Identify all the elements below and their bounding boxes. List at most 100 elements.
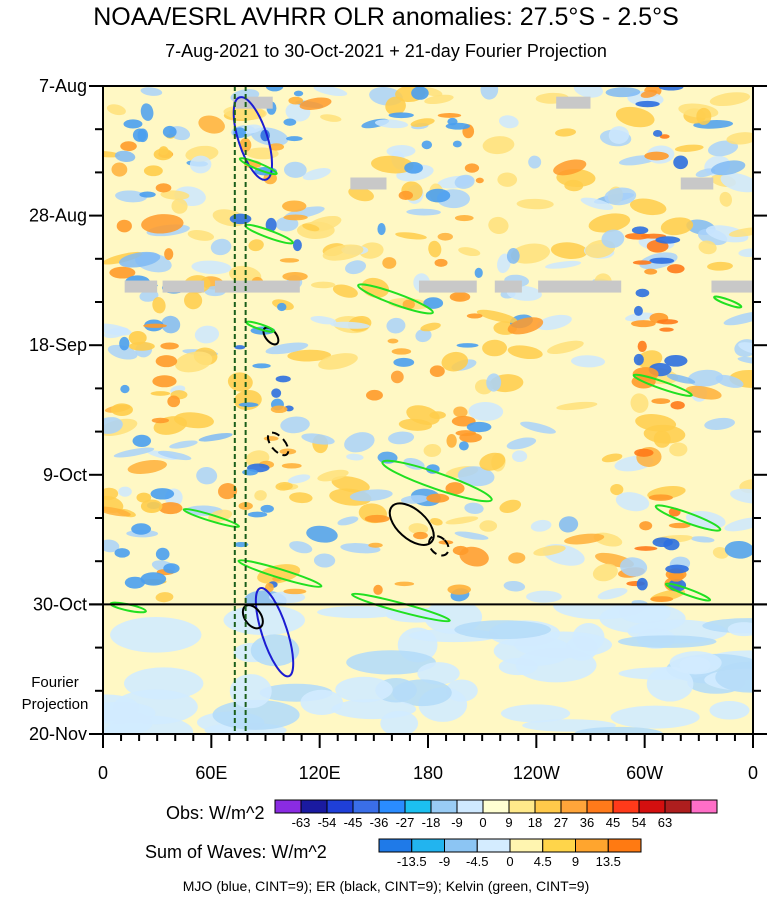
waves-colorbar-title: Sum of Waves: W/m^2 bbox=[145, 842, 327, 862]
field-patch bbox=[374, 119, 409, 129]
x-tick-label: 180 bbox=[413, 763, 443, 783]
field-patch bbox=[398, 418, 433, 431]
field-patch bbox=[503, 580, 526, 592]
x-tick-label: 120W bbox=[513, 763, 560, 783]
field-patch bbox=[615, 106, 655, 128]
field-streak bbox=[425, 188, 451, 203]
projection-patch bbox=[380, 710, 419, 734]
field-streak bbox=[668, 522, 691, 529]
field-streak bbox=[143, 165, 163, 177]
field-patch bbox=[428, 240, 442, 258]
fourier-projection-label: Fourier Projection bbox=[21, 674, 89, 713]
field-patch bbox=[482, 136, 515, 155]
field-patch bbox=[196, 467, 218, 485]
field-patch bbox=[114, 150, 136, 162]
field-patch bbox=[198, 115, 225, 134]
field-patch bbox=[564, 533, 605, 545]
missing-data-bar bbox=[711, 280, 753, 293]
obs-colorbar-label: -45 bbox=[344, 815, 363, 830]
field-patch bbox=[187, 230, 215, 241]
x-tick-label: 120E bbox=[299, 763, 341, 783]
projection-patch bbox=[103, 694, 140, 722]
axes: 7-Aug 28-Aug 18-Sep 9-Oct 30-Oct 20-Nov 0 60E 12… bbox=[29, 76, 767, 783]
field-patch bbox=[337, 516, 359, 526]
field-patch bbox=[476, 309, 518, 323]
field-patch bbox=[610, 483, 624, 496]
field-patch bbox=[254, 490, 267, 501]
field-patch bbox=[608, 126, 630, 144]
obs-colorbar-swatch bbox=[534, 799, 562, 814]
field-streak bbox=[283, 214, 308, 221]
field-patch bbox=[103, 327, 129, 339]
field-patch bbox=[310, 281, 336, 289]
y-tick-label: 18-Sep bbox=[29, 335, 87, 355]
field-streak bbox=[120, 384, 130, 394]
field-patch bbox=[390, 370, 404, 384]
field-streak bbox=[634, 546, 658, 551]
field-patch bbox=[169, 440, 198, 449]
field-patch bbox=[191, 260, 232, 275]
missing-data-bar bbox=[233, 96, 273, 109]
field-streak bbox=[158, 146, 169, 156]
field-streak bbox=[404, 161, 423, 174]
field-patch bbox=[344, 260, 367, 275]
kelvin-contour bbox=[654, 504, 722, 532]
field-streak bbox=[155, 183, 172, 193]
waves-colorbar-swatch bbox=[575, 838, 609, 853]
field-patch bbox=[289, 492, 313, 504]
kelvin-contour bbox=[381, 459, 493, 503]
field-streak bbox=[279, 258, 300, 263]
obs-colorbar-label: 36 bbox=[580, 815, 594, 830]
field-streak bbox=[140, 572, 167, 586]
field-streak bbox=[633, 353, 644, 366]
waves-colorbar-label: 4.5 bbox=[534, 854, 552, 869]
field-patch bbox=[248, 239, 264, 252]
obs-colorbar-swatch bbox=[430, 799, 458, 814]
obs-colorbar-swatch bbox=[300, 799, 328, 814]
field-patch bbox=[408, 523, 429, 535]
field-patch bbox=[330, 321, 370, 329]
obs-colorbar-swatch bbox=[404, 799, 432, 814]
field-patch bbox=[420, 322, 441, 332]
field-patch bbox=[498, 115, 519, 129]
field-streak bbox=[123, 119, 143, 129]
field-streak bbox=[368, 542, 383, 548]
field-streak bbox=[633, 305, 643, 316]
field-patch bbox=[429, 411, 446, 420]
x-tick-label: 0 bbox=[98, 763, 108, 783]
kelvin-contour bbox=[351, 592, 451, 623]
field-patch bbox=[510, 243, 551, 264]
field-patch bbox=[724, 517, 753, 532]
field-patch bbox=[301, 433, 335, 445]
field-patch bbox=[530, 519, 552, 532]
field-streak bbox=[394, 581, 415, 587]
field-streak bbox=[288, 96, 304, 105]
field-patch bbox=[601, 453, 623, 463]
field-streak bbox=[474, 267, 483, 279]
field-streak bbox=[391, 348, 412, 355]
field-patch bbox=[320, 114, 342, 122]
field-patch bbox=[344, 432, 375, 453]
field-patch bbox=[454, 174, 475, 189]
er-contour bbox=[428, 535, 450, 557]
y-tick-label: 7-Aug bbox=[39, 76, 87, 96]
field-patch bbox=[299, 97, 332, 110]
field-streak bbox=[449, 291, 471, 302]
field-patch bbox=[545, 260, 582, 269]
waves-colorbar-label: 0 bbox=[506, 854, 513, 869]
field-patch bbox=[533, 545, 566, 556]
waves-colorbar-swatch bbox=[542, 838, 576, 853]
field-streak bbox=[234, 345, 246, 350]
field-patch bbox=[157, 450, 192, 461]
field-patch bbox=[348, 186, 374, 202]
projection-patch bbox=[646, 666, 694, 702]
obs-colorbar-swatch bbox=[274, 799, 302, 814]
field-patch bbox=[265, 342, 309, 355]
field-patch bbox=[715, 374, 744, 388]
field-streak bbox=[281, 463, 302, 469]
field-streak bbox=[413, 531, 428, 540]
field-streak bbox=[659, 134, 670, 139]
field-patch bbox=[555, 128, 577, 137]
field-streak bbox=[155, 547, 170, 561]
missing-data-bar bbox=[494, 280, 522, 293]
